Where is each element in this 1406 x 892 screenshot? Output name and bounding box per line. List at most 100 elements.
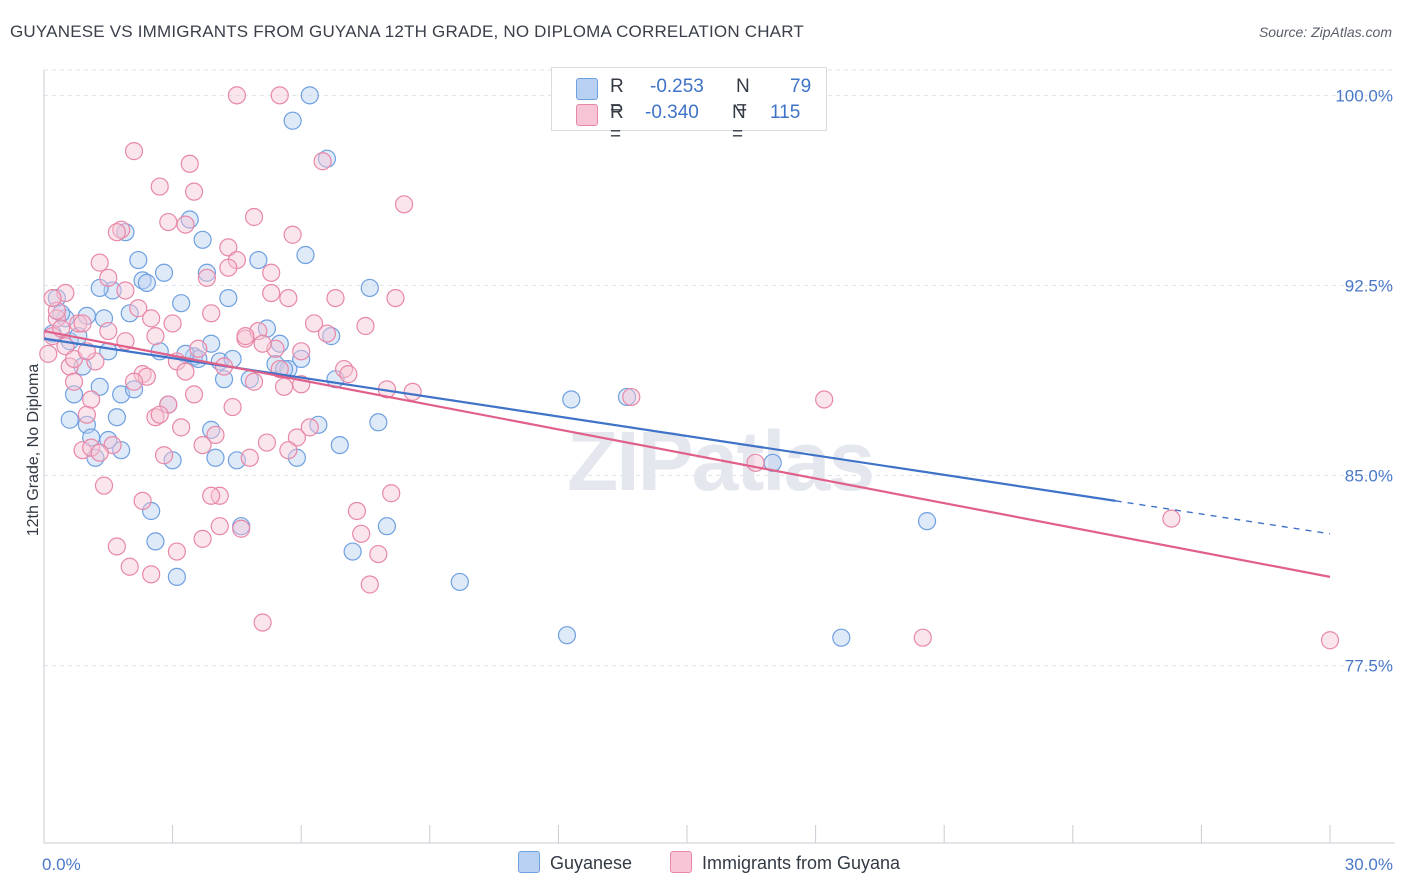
guyanese-point	[296, 245, 315, 265]
immigrants-point	[262, 283, 281, 303]
immigrants-point	[356, 316, 375, 336]
correlation-legend: R = -0.253 N = 79 R = -0.340 N = 115	[551, 67, 827, 145]
guyanese-point	[343, 542, 362, 561]
immigrants-point	[73, 314, 92, 333]
immigrants-point	[90, 443, 109, 462]
immigrants-point	[94, 476, 114, 495]
immigrants-point	[223, 397, 242, 417]
x-tick-label: 0.0%	[42, 855, 81, 874]
immigrants-point	[154, 446, 174, 465]
immigrants-point	[163, 314, 182, 333]
guyanese-point	[90, 377, 109, 396]
guyanese-point	[112, 441, 131, 460]
guyanese-point	[60, 410, 79, 429]
guyanese-point	[206, 448, 225, 467]
immigrants-point	[90, 253, 109, 272]
immigrants-point	[180, 154, 199, 173]
immigrants-point	[292, 342, 311, 361]
immigrants-point	[394, 195, 414, 214]
bottom-legend-swatch-blue	[518, 851, 540, 873]
y-tick-label: 77.5%	[1345, 657, 1393, 676]
immigrants-point	[133, 491, 152, 510]
immigrants-point	[219, 258, 238, 277]
guyanese-point	[197, 263, 216, 282]
immigrants-point	[347, 501, 367, 521]
tick-labels: 77.5% 85.0% 92.5% 100.0% 0.0% 30.0%	[42, 86, 1393, 874]
immigrants-point	[184, 385, 204, 404]
immigrants-point	[1162, 509, 1181, 528]
guyanese-point	[219, 288, 238, 308]
immigrants-point	[283, 225, 302, 244]
immigrants-point	[124, 142, 144, 161]
immigrants-point	[43, 288, 62, 308]
immigrants-point	[403, 382, 422, 401]
immigrants-point	[69, 314, 88, 333]
immigrants-point	[300, 418, 319, 437]
source-label: Source: ZipAtlas.com	[1258, 24, 1392, 40]
guyanese-point	[154, 263, 174, 282]
guyanese-point	[300, 86, 319, 105]
immigrants-point	[150, 177, 169, 196]
grid-lines	[44, 69, 1395, 667]
immigrants-point	[274, 377, 294, 396]
immigrants-point	[287, 428, 307, 447]
guyanese-point	[450, 572, 469, 592]
immigrants-point	[120, 557, 139, 576]
immigrants-point	[193, 529, 212, 548]
immigrants-point	[253, 334, 272, 353]
immigrants-point	[150, 405, 169, 424]
guyanese-point	[369, 413, 388, 432]
immigrants-point	[339, 365, 358, 384]
immigrants-point	[99, 321, 118, 341]
immigrants-point	[244, 372, 264, 391]
legend-swatch-pink	[576, 104, 598, 126]
guyanese-point	[249, 250, 268, 270]
immigrants-point	[146, 327, 165, 346]
immigrants-point	[142, 309, 161, 328]
bottom-legend-guyanese: Guyanese	[518, 851, 632, 874]
legend-r-label: R =	[610, 76, 624, 119]
immigrants-point	[236, 327, 255, 346]
immigrants-point	[107, 537, 126, 556]
guyanese-point	[129, 250, 148, 270]
guyanese-point	[292, 349, 311, 369]
immigrants-point	[304, 314, 324, 333]
trend-lines	[43, 329, 1331, 578]
guyanese-point	[617, 387, 637, 407]
guyanese-point	[562, 390, 581, 409]
immigrants-point	[622, 387, 641, 407]
guyanese-point	[124, 380, 144, 399]
immigrants-point	[64, 372, 84, 391]
immigrants-point	[197, 268, 216, 287]
bottom-legend-label: Guyanese	[550, 853, 633, 873]
immigrants-point	[142, 565, 161, 584]
immigrants-point	[107, 223, 126, 242]
bottom-legend-label: Immigrants from Guyana	[702, 853, 901, 873]
guyanese-point	[120, 304, 139, 323]
immigrants-point	[124, 372, 144, 391]
immigrants-point	[326, 288, 345, 308]
immigrants-point	[244, 207, 264, 227]
legend-r-label: R =	[610, 102, 624, 145]
guyanese-point	[360, 278, 379, 298]
immigrants-trend-line	[43, 329, 1331, 578]
bottom-legend-swatch-pink	[670, 851, 692, 873]
immigrants-point	[210, 517, 229, 536]
immigrants-point	[206, 425, 225, 445]
immigrants-point	[167, 542, 186, 561]
legend-n-value: 115	[770, 102, 801, 123]
guyanese-point	[146, 532, 165, 551]
bottom-legend-immigrants: Immigrants from Guyana	[670, 851, 900, 874]
immigrants-point	[257, 433, 277, 452]
immigrants-point	[202, 486, 221, 505]
guyanese-point	[917, 512, 937, 531]
guyanese-point	[107, 408, 126, 427]
immigrants-point	[253, 613, 272, 632]
axes	[43, 70, 1395, 844]
immigrants-point	[369, 544, 388, 564]
guyanese-points	[43, 86, 937, 647]
guyanese-point	[557, 626, 577, 645]
immigrants-point	[129, 299, 148, 318]
immigrants-point	[116, 281, 135, 300]
guyanese-point	[832, 628, 851, 647]
